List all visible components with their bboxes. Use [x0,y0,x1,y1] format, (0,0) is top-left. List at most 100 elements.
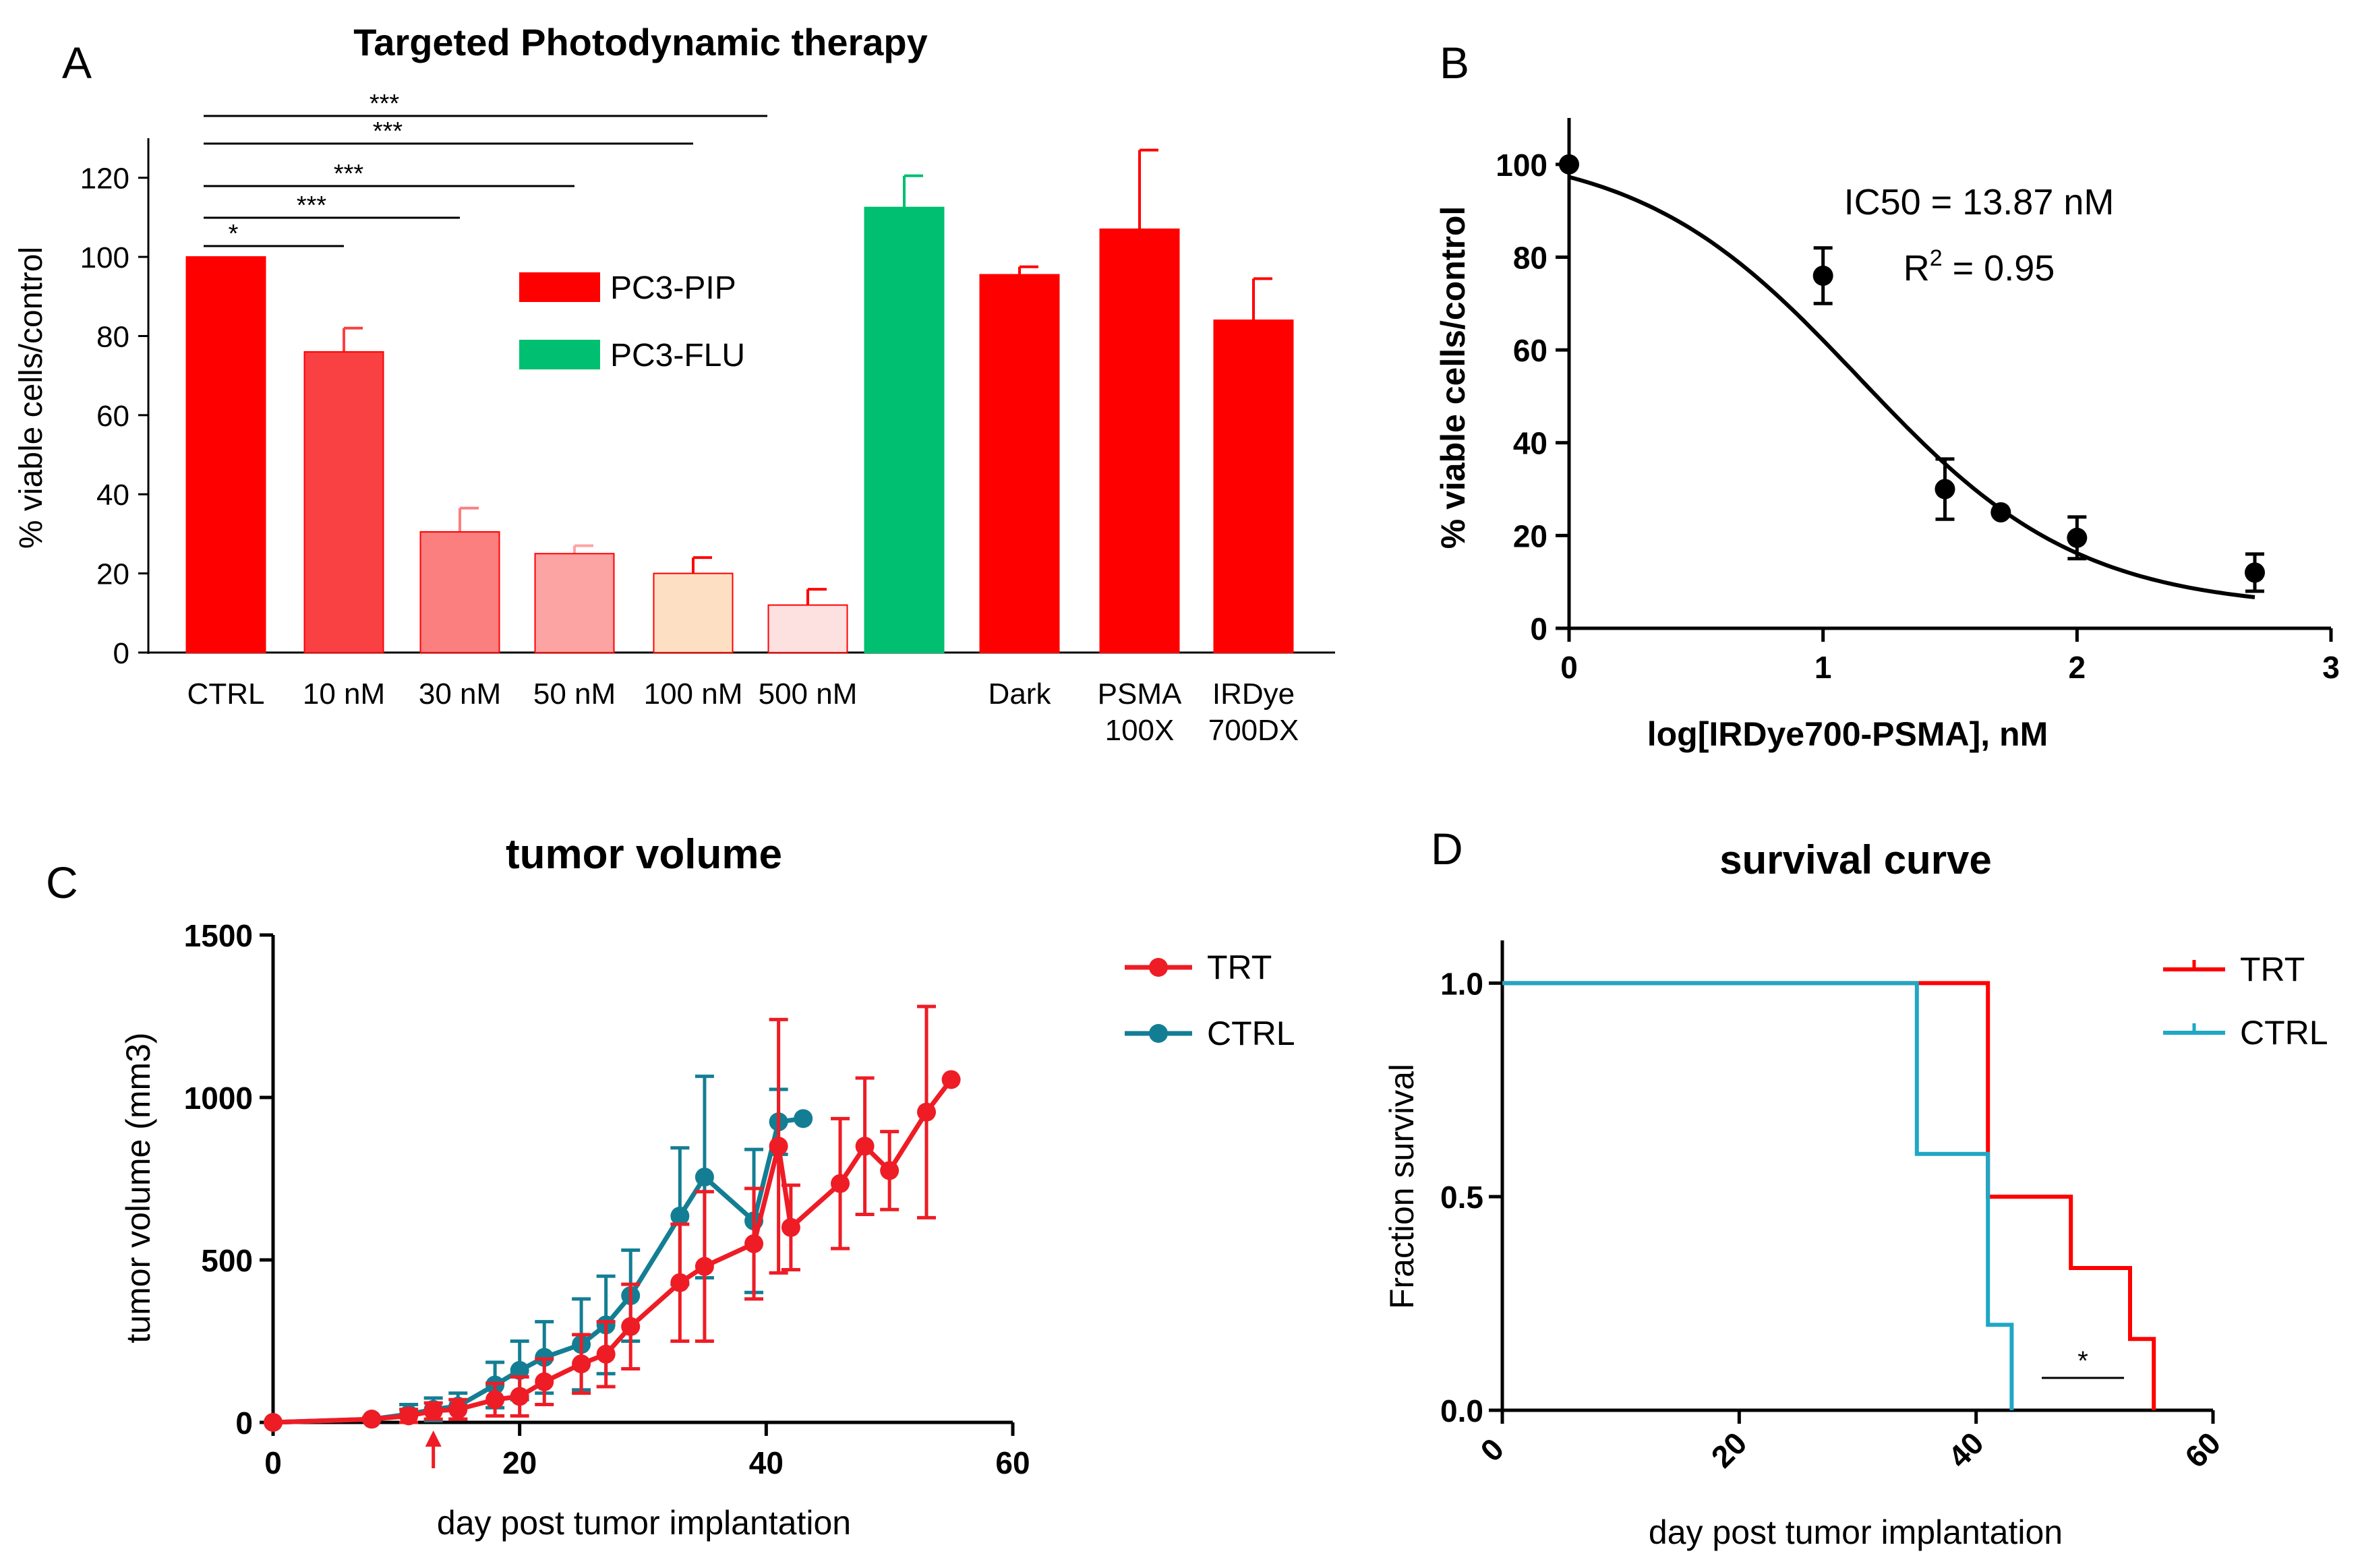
data-point [423,1401,443,1421]
x-axis-labels: CTRL 10 nM 30 nM 50 nM 100 nM 500 nM Dark PSMA1… [187,677,1299,747]
x-tick-label: CTRL [187,677,265,711]
y-tick-label: 120 [80,162,129,195]
y-tick-label: 1.0 [1440,966,1483,1001]
data-point [399,1406,419,1426]
y-axis: 0 20 40 60 80 100 120 [80,138,1335,670]
legend: PC3-PIP PC3-FLU [519,270,745,373]
legend-label-pc3-pip: PC3-PIP [610,270,736,306]
y-tick-label: 60 [96,400,129,433]
bar [864,206,945,653]
data-point [1935,479,1955,500]
y-tick-label: 1500 [184,918,253,953]
y-tick-label: 80 [96,320,129,353]
data-point [695,1257,714,1276]
data-point [744,1234,764,1253]
x-tick-label: 40 [749,1445,784,1480]
treatment-arrow-icon [425,1430,442,1468]
significance-label: * [2077,1346,2088,1376]
panel-b: B % viable cells/control log[IRDye700-PS… [1434,38,2340,753]
significance-label: *** [297,191,327,220]
panel-a: A Targeted Photodynamic therapy % viable… [13,21,1335,747]
legend-label-ctrl: CTRL [1207,1015,1295,1052]
data-point [670,1273,690,1292]
y-tick-label: 0.5 [1440,1180,1483,1215]
data-point [1812,265,1833,286]
data-point [535,1372,554,1391]
bars [185,148,1294,654]
data-point [2245,562,2265,583]
y-tick-label: 500 [201,1243,253,1278]
panel-c: C tumor volume tumor volume (mm3) day po… [46,831,1295,1542]
x-tick-label: 20 [502,1445,537,1480]
data-point [855,1137,875,1156]
data-point [621,1317,641,1336]
x-tick-label: PSMA [1098,677,1182,711]
x-tick-label: 3 [2322,650,2340,685]
fit-curve [1568,175,2255,599]
y-tick-label: 100 [80,241,129,274]
x-tick-label: 1 [1815,650,1832,685]
r2-suffix: = 0.95 [1943,248,2055,289]
r2-annotation: R2 = 0.95 [1904,245,2055,289]
x-tick-label: IRDye [1212,677,1295,711]
y-tick-label: 60 [1513,333,1547,368]
r2-prefix: R [1904,248,1930,289]
data-point [917,1102,937,1122]
x-tick-label: 60 [995,1445,1030,1480]
data-point [1990,502,2011,522]
y-tick-label: 80 [1513,240,1547,275]
legend-swatch-pc3-flu [519,340,600,369]
y-axis-label: tumor volume (mm3) [119,1032,157,1343]
series [1502,981,2156,1410]
r2-superscript: 2 [1930,245,1943,271]
data-point [362,1410,382,1429]
y-tick-label: 0 [1530,611,1547,646]
series [264,1004,961,1432]
series-line [272,1078,953,1425]
bar [303,351,384,653]
x-tick-label: 0 [264,1445,282,1480]
x-axis-label: day post tumor implantation [437,1504,851,1542]
survival-step-trt [1502,981,2156,1410]
x-tick-label: 500 nM [759,677,858,711]
significance-label: *** [370,90,400,118]
data-point [880,1161,899,1180]
legend-label-trt: TRT [1207,948,1272,986]
y-axis-label: % viable cells/control [1434,206,1472,549]
series-trt [264,1004,961,1432]
x-tick-label: 700DX [1208,714,1299,747]
panel-letter-c: C [46,857,78,907]
axes: 0.0 0.5 1.0 0 20 40 60 [1440,940,2227,1474]
legend-marker-ctrl [1149,1024,1168,1043]
bar [979,274,1060,653]
x-axis-label: log[IRDye700-PSMA], nM [1647,715,2048,753]
x-tick-label: 100 nM [644,677,743,711]
bar [534,553,615,653]
significance-label: * [229,220,239,248]
legend-marker-trt [1149,958,1168,977]
y-tick-label: 0 [235,1406,253,1441]
y-axis-label: % viable cells/control [13,247,49,549]
panel-letter-a: A [62,38,92,88]
legend-label-ctrl: CTRL [2240,1014,2328,1052]
data-point [485,1390,505,1410]
data-point [572,1354,591,1374]
y-tick-label: 20 [1513,518,1547,553]
y-axis-label: Fraction survival [1383,1064,1421,1309]
x-tick-label: Dark [989,677,1052,711]
axes: 0 20 40 60 80 100 0 1 2 3 [1496,118,2340,685]
x-axis-label: day post tumor implantation [1649,1513,2063,1551]
legend: TRT CTRL [2163,951,2328,1052]
bar [767,604,848,653]
y-tick-label: 0 [113,637,129,670]
x-tick-label: 20 [1705,1425,1754,1474]
data-point [794,1109,813,1128]
legend-swatch-pc3-pip [519,272,600,302]
survival-step-ctrl [1502,981,2014,1410]
data-point [941,1070,961,1089]
x-tick-label: 30 nM [419,677,501,711]
chart-title: tumor volume [506,831,782,878]
significance-label: *** [334,160,364,188]
data-point [510,1360,529,1380]
